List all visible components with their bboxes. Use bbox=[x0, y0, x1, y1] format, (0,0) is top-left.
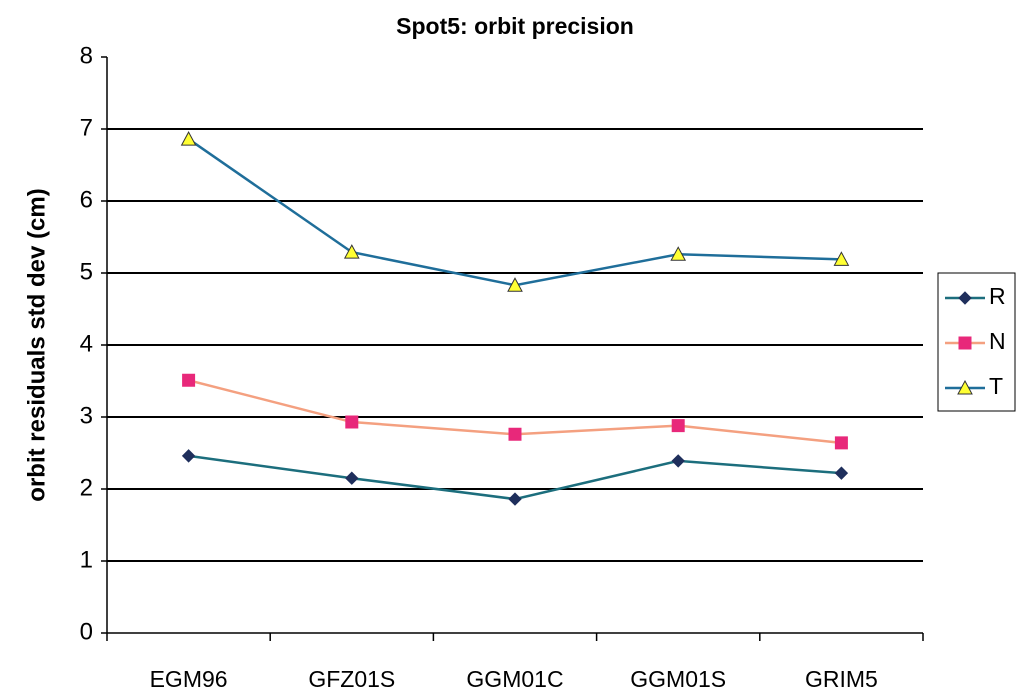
data-point bbox=[507, 277, 523, 292]
data-point bbox=[833, 251, 850, 266]
x-tick-label: GRIM5 bbox=[805, 666, 878, 692]
y-tick-label: 3 bbox=[80, 402, 93, 429]
legend-marker bbox=[958, 291, 972, 305]
data-point bbox=[180, 131, 197, 146]
y-tick-label: 4 bbox=[80, 330, 93, 357]
data-point bbox=[508, 492, 522, 506]
legend-marker bbox=[957, 379, 973, 395]
y-tick-label: 8 bbox=[80, 42, 93, 69]
chart-title: Spot5: orbit precision bbox=[396, 13, 634, 39]
series-line bbox=[187, 138, 842, 287]
legend-label: N bbox=[989, 328, 1006, 354]
data-point bbox=[508, 427, 522, 441]
x-tick-label: EGM96 bbox=[150, 666, 228, 692]
legend-label: R bbox=[989, 283, 1006, 309]
y-tick-label: 6 bbox=[80, 186, 93, 213]
y-tick-label: 1 bbox=[80, 546, 93, 573]
y-tick-label: 5 bbox=[80, 258, 93, 285]
y-axis-label: orbit residuals std dev (cm) bbox=[23, 188, 50, 501]
data-point bbox=[345, 415, 359, 429]
legend-marker bbox=[958, 336, 972, 350]
data-point bbox=[670, 246, 687, 261]
data-point bbox=[834, 436, 848, 450]
y-tick-label: 0 bbox=[80, 618, 93, 645]
x-tick-label: GFZ01S bbox=[308, 666, 395, 692]
x-tick-label: GGM01S bbox=[630, 666, 726, 692]
data-point bbox=[834, 466, 849, 480]
y-tick-label: 7 bbox=[80, 114, 93, 141]
data-point bbox=[181, 449, 196, 463]
data-point bbox=[345, 471, 359, 485]
y-tick-label: 2 bbox=[80, 474, 93, 501]
data-point bbox=[671, 419, 685, 433]
data-point bbox=[343, 244, 360, 259]
legend-label: T bbox=[989, 373, 1003, 399]
data-point bbox=[182, 373, 196, 387]
x-tick-label: GGM01C bbox=[466, 666, 563, 692]
data-point bbox=[671, 454, 685, 468]
